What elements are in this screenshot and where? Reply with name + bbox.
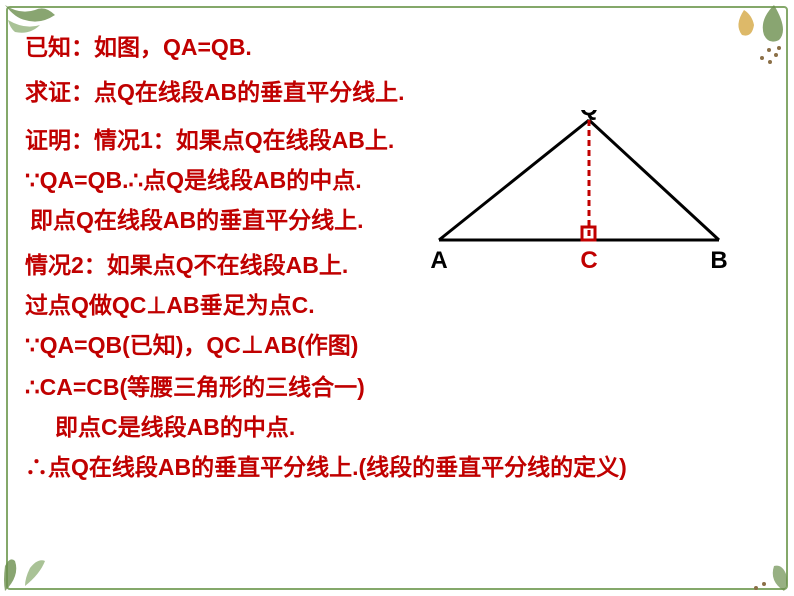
line-8: ∵QA=QB(已知)，QC⊥AB(作图) (25, 328, 358, 363)
label-B: B (710, 247, 727, 274)
line-QA (439, 120, 589, 240)
line-proof-case1: 证明：情况1：如果点Q在线段AB上. (25, 123, 394, 158)
line-QB (589, 120, 719, 240)
line-5: 即点Q在线段AB的垂直平分线上. (30, 203, 364, 238)
label-A: A (430, 247, 447, 274)
line-9: ∴CA=CB(等腰三角形的三线合一) (25, 370, 365, 405)
line-case2: 情况2：如果点Q不在线段AB上. (25, 248, 348, 283)
line-prove: 求证：点Q在线段AB的垂直平分线上. (25, 75, 405, 110)
triangle-diagram: Q A C B (419, 110, 739, 280)
line-10: 即点C是线段AB的中点. (55, 410, 295, 445)
line-given: 已知：如图，QA=QB. (25, 30, 252, 65)
label-C: C (580, 247, 597, 274)
line-11: ∴点Q在线段AB的垂直平分线上.(线段的垂直平分线的定义) (25, 450, 627, 485)
label-Q: Q (580, 110, 599, 121)
line-7: 过点Q做QC⊥AB垂足为点C. (25, 288, 315, 323)
content-area: 已知：如图，QA=QB. 求证：点Q在线段AB的垂直平分线上. 证明：情况1：如… (25, 30, 769, 566)
line-4: ∵QA=QB.∴点Q是线段AB的中点. (25, 163, 362, 198)
